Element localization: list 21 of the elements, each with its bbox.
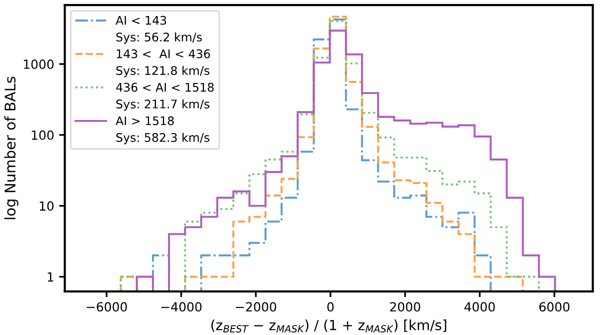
- y-tick-label: 1: [48, 272, 54, 282]
- legend-label: AI < 143: [116, 16, 166, 25]
- annotation: Sys: 56.2 km/s: [116, 32, 202, 44]
- y-tick-label: 10: [40, 201, 54, 211]
- annotation: Sys: 211.7 km/s: [116, 99, 210, 111]
- annotation: Sys: 121.8 km/s: [116, 66, 210, 78]
- x-tick-label: −6000: [86, 302, 127, 312]
- x-tick-label: 6000: [539, 302, 570, 312]
- annotation: Sys: 582.3 km/s: [116, 132, 210, 144]
- y-axis-title: log Number of BALs: [4, 76, 18, 220]
- y-tick-label: 1000: [24, 60, 54, 69]
- x-tick-label: 2000: [390, 302, 420, 312]
- x-tick-label: 4000: [464, 302, 495, 312]
- x-tick-label: −2000: [236, 302, 276, 312]
- y-tick-label: 100: [32, 130, 54, 140]
- x-tick-label: 0: [327, 302, 334, 312]
- legend-label: 143 < AI < 436: [116, 49, 210, 58]
- x-axis-title: (z$_{BEST}$ − z$_{MASK}$) / (1 + z$_{MASK}$) [km/s]: [211, 320, 446, 332]
- legend-label: 436 < AI < 1518: [116, 82, 214, 92]
- x-tick-label: −4000: [161, 302, 202, 312]
- legend-label: AI > 1518: [116, 116, 174, 126]
